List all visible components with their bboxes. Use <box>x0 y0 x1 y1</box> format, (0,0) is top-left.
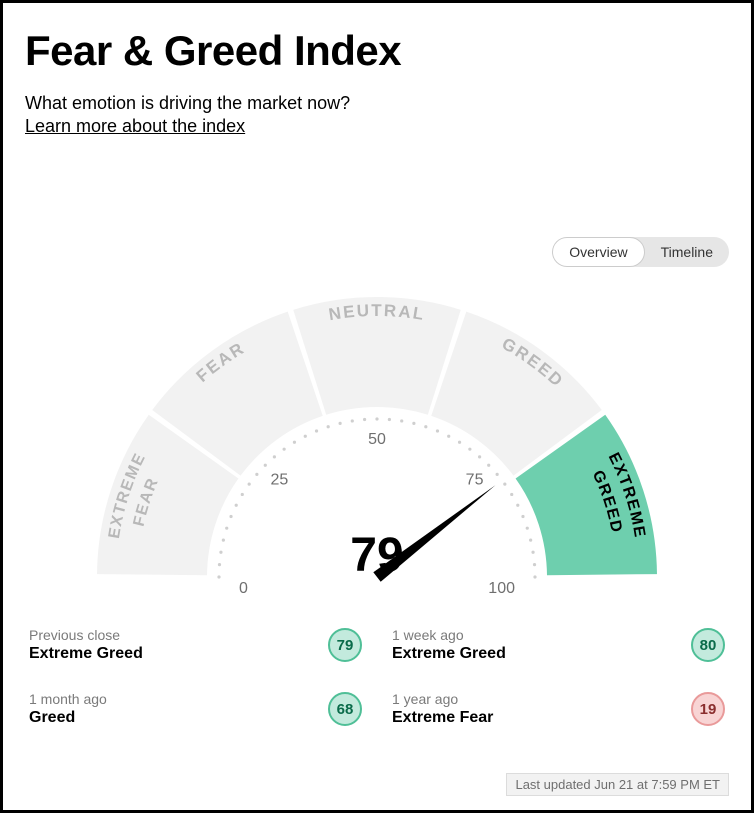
gauge-dot <box>283 448 286 451</box>
history-label: 1 year ago <box>392 691 493 707</box>
gauge-dot <box>388 418 391 421</box>
history-cell: 1 month ago Greed 68 <box>29 691 362 727</box>
gauge-dot <box>219 551 222 554</box>
gauge-tick-label: 25 <box>271 471 289 488</box>
history-badge: 19 <box>691 692 725 726</box>
gauge-dot <box>468 448 471 451</box>
gauge-tick-label: 50 <box>368 431 386 448</box>
view-toggle: Overview Timeline <box>552 237 729 267</box>
gauge-tick-label: 0 <box>239 580 248 597</box>
gauge-dot <box>400 419 403 422</box>
gauge-dot <box>293 441 296 444</box>
gauge-dot <box>478 455 481 458</box>
history-status: Extreme Fear <box>392 709 493 727</box>
gauge-tick-label: 75 <box>466 471 484 488</box>
gauge-dot <box>241 493 244 496</box>
gauge-dot <box>424 425 427 428</box>
gauge-dot <box>255 473 258 476</box>
history-grid: Previous close Extreme Greed 79 1 week ago E… <box>25 627 729 727</box>
toggle-timeline[interactable]: Timeline <box>645 237 729 267</box>
learn-more-link[interactable]: Learn more about the index <box>25 116 245 137</box>
gauge-dot <box>436 429 439 432</box>
gauge-dot <box>273 455 276 458</box>
last-updated: Last updated Jun 21 at 7:59 PM ET <box>506 773 729 796</box>
gauge-dot <box>510 493 513 496</box>
gauge-dot <box>487 464 490 467</box>
gauge-dot <box>533 575 536 578</box>
gauge-dot <box>315 429 318 432</box>
gauge-value: 79 <box>350 529 403 582</box>
history-badge: 80 <box>691 628 725 662</box>
gauge-dot <box>264 464 267 467</box>
gauge-dot <box>529 539 532 542</box>
history-badge: 68 <box>328 692 362 726</box>
gauge-dot <box>412 422 415 425</box>
gauge-dot <box>526 527 529 530</box>
gauge-dot <box>533 563 536 566</box>
gauge-dot <box>218 563 221 566</box>
gauge-dot <box>516 504 519 507</box>
gauge-dot <box>503 483 506 486</box>
gauge-dot <box>225 527 228 530</box>
gauge-dot <box>351 419 354 422</box>
history-badge: 79 <box>328 628 362 662</box>
gauge-dot <box>363 418 366 421</box>
page-subtitle: What emotion is driving the market now? <box>25 93 729 114</box>
gauge-dot <box>375 417 378 420</box>
gauge-dot <box>222 539 225 542</box>
history-label: Previous close <box>29 627 143 643</box>
history-status: Extreme Greed <box>29 645 143 663</box>
gauge-dot <box>447 435 450 438</box>
gauge-dot <box>496 473 499 476</box>
toggle-overview[interactable]: Overview <box>552 237 644 267</box>
gauge-dot <box>235 504 238 507</box>
page-title: Fear & Greed Index <box>25 27 729 75</box>
history-status: Extreme Greed <box>392 645 506 663</box>
gauge-dot <box>217 575 220 578</box>
history-label: 1 month ago <box>29 691 107 707</box>
history-label: 1 week ago <box>392 627 506 643</box>
gauge-dot <box>531 551 534 554</box>
gauge-dot <box>339 422 342 425</box>
gauge-dot <box>248 483 251 486</box>
gauge-dot <box>229 515 232 518</box>
gauge-dot <box>458 441 461 444</box>
gauge-dot <box>304 435 307 438</box>
history-cell: 1 week ago Extreme Greed 80 <box>392 627 725 663</box>
fear-greed-gauge: EXTREMEFEARFEARNEUTRALGREEDEXTREMEGREED0… <box>67 277 687 597</box>
history-cell: Previous close Extreme Greed 79 <box>29 627 362 663</box>
gauge-dot <box>327 425 330 428</box>
history-status: Greed <box>29 709 107 727</box>
gauge-tick-label: 100 <box>488 580 515 597</box>
history-cell: 1 year ago Extreme Fear 19 <box>392 691 725 727</box>
gauge-dot <box>521 515 524 518</box>
